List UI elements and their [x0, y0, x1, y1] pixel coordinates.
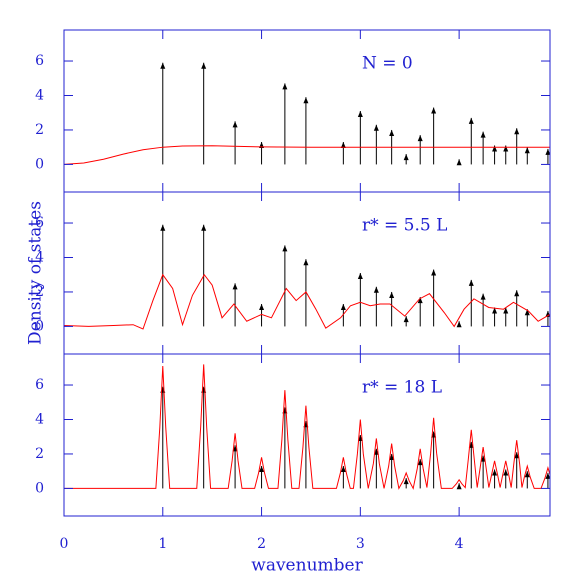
- arrow-head: [456, 159, 462, 166]
- arrow-head: [160, 62, 166, 69]
- arrow-head: [456, 321, 462, 328]
- y-tick-label: 0: [35, 318, 44, 334]
- arrow-head: [514, 128, 520, 135]
- y-axis-label: Density of states: [26, 201, 46, 345]
- x-tick-label: 0: [60, 536, 69, 552]
- y-tick-label: 0: [35, 156, 44, 172]
- arrow-head: [524, 309, 530, 316]
- arrow-head: [340, 304, 346, 311]
- arrow-head: [403, 316, 409, 323]
- arrow-head: [373, 448, 379, 455]
- arrow-head: [456, 483, 462, 490]
- arrow-head: [492, 307, 498, 314]
- arrow-head: [160, 386, 166, 393]
- curve: [64, 145, 550, 165]
- arrow-head: [503, 469, 509, 476]
- arrow-head: [232, 121, 238, 128]
- x-tick-label: 1: [158, 536, 167, 552]
- arrow-head: [303, 97, 309, 104]
- arrow-head: [160, 224, 166, 231]
- arrow-head: [468, 117, 474, 124]
- arrow-head: [389, 453, 395, 460]
- arrow-head: [389, 291, 395, 298]
- arrow-head: [340, 142, 346, 149]
- y-tick-label: 0: [35, 480, 44, 496]
- arrow-head: [232, 445, 238, 452]
- y-tick-label: 6: [35, 53, 44, 69]
- plot-area: [64, 224, 550, 330]
- annotation: r* = 18 L: [362, 378, 442, 398]
- x-tick-label: 2: [257, 536, 266, 552]
- arrow-head: [201, 224, 207, 231]
- arrow-head: [417, 297, 423, 304]
- arrow-head: [524, 147, 530, 154]
- annotation: N = 0: [362, 54, 413, 74]
- x-tick-label: 3: [356, 536, 365, 552]
- x-tick-label: 4: [455, 536, 464, 552]
- arrow-head: [545, 148, 550, 155]
- arrow-head: [373, 124, 379, 131]
- arrow-head: [403, 478, 409, 485]
- arrow-head: [303, 259, 309, 266]
- arrow-head: [431, 107, 437, 114]
- arrow-head: [417, 135, 423, 142]
- arrow-head: [492, 469, 498, 476]
- arrow-head: [389, 129, 395, 136]
- arrow-head: [373, 286, 379, 293]
- y-tick-label: 4: [35, 87, 44, 103]
- arrow-head: [514, 290, 520, 297]
- y-tick-label: 4: [35, 249, 44, 265]
- arrow-head: [545, 472, 550, 479]
- panel-frame: [63, 353, 551, 517]
- arrow-head: [417, 459, 423, 466]
- y-tick-label: 2: [35, 446, 44, 462]
- arrow-head: [431, 269, 437, 276]
- arrow-head: [232, 283, 238, 290]
- arrow-head: [282, 83, 288, 90]
- arrow-head: [503, 307, 509, 314]
- curve: [64, 273, 550, 330]
- x-axis-label: wavenumber: [251, 556, 363, 576]
- arrow-head: [201, 62, 207, 69]
- arrow-head: [492, 145, 498, 152]
- y-tick-label: 2: [35, 284, 44, 300]
- arrow-head: [480, 131, 486, 138]
- panel-frame: [63, 29, 551, 193]
- arrow-head: [468, 279, 474, 286]
- arrow-head: [282, 245, 288, 252]
- arrow-head: [340, 466, 346, 473]
- plot-area: [64, 62, 550, 166]
- arrow-head: [357, 273, 363, 279]
- arrow-head: [514, 452, 520, 459]
- arrow-head: [259, 304, 265, 311]
- arrow-head: [524, 471, 530, 478]
- arrow-head: [357, 111, 363, 117]
- arrow-head: [503, 145, 509, 152]
- y-tick-label: 6: [35, 377, 44, 393]
- arrow-head: [403, 154, 409, 161]
- plot-area: [64, 364, 550, 490]
- arrow-head: [480, 293, 486, 300]
- arrow-head: [480, 455, 486, 462]
- arrow-head: [259, 466, 265, 473]
- curve: [64, 364, 550, 490]
- annotation: r* = 5.5 L: [362, 216, 447, 236]
- y-tick-label: 2: [35, 122, 44, 138]
- y-tick-label: 6: [35, 215, 44, 231]
- panel-frame: [63, 191, 551, 355]
- y-tick-label: 4: [35, 411, 44, 427]
